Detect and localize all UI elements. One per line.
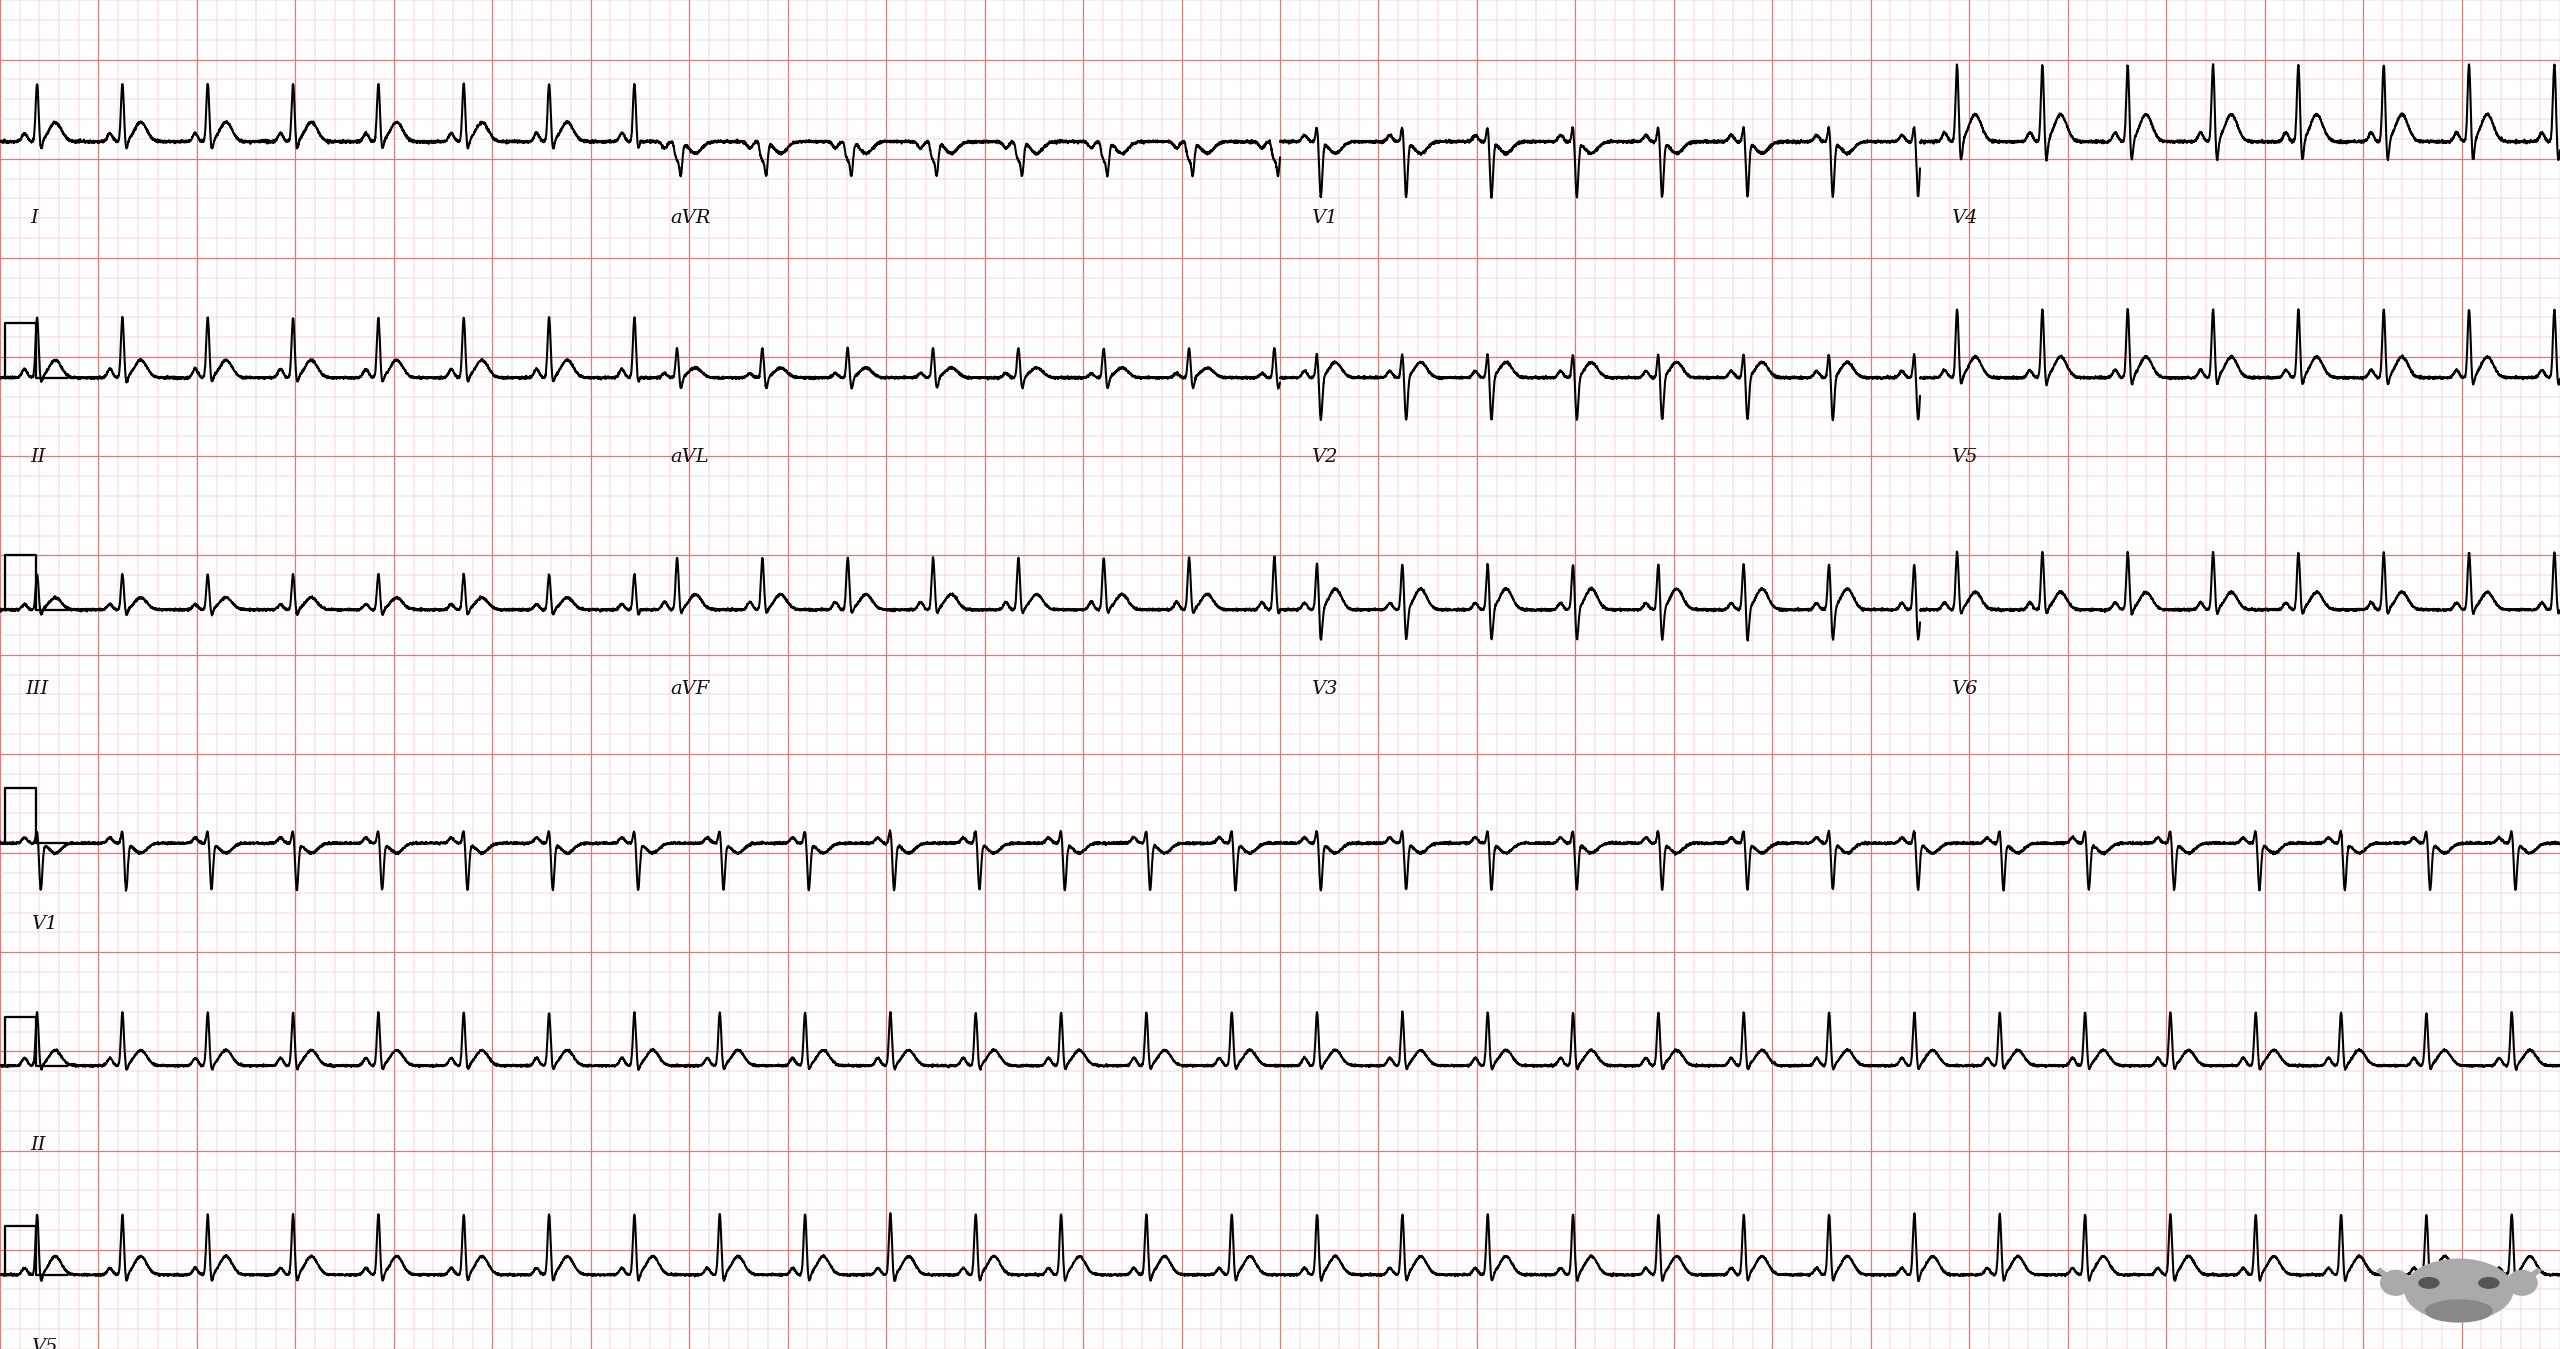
Text: I: I xyxy=(31,209,38,227)
Text: III: III xyxy=(26,680,49,697)
Text: V1: V1 xyxy=(1311,209,1336,227)
Circle shape xyxy=(2478,1278,2499,1288)
Text: V1: V1 xyxy=(31,915,56,932)
Ellipse shape xyxy=(2404,1259,2514,1321)
Text: V5: V5 xyxy=(1951,448,1976,465)
Text: V2: V2 xyxy=(1311,448,1336,465)
Ellipse shape xyxy=(2427,1300,2493,1322)
Text: V5: V5 xyxy=(31,1338,56,1349)
Text: V6: V6 xyxy=(1951,680,1976,697)
Text: II: II xyxy=(31,1136,46,1153)
Circle shape xyxy=(2419,1278,2440,1288)
Ellipse shape xyxy=(2381,1271,2412,1295)
Text: aVL: aVL xyxy=(671,448,709,465)
Text: II: II xyxy=(31,448,46,465)
Text: V3: V3 xyxy=(1311,680,1336,697)
Text: V4: V4 xyxy=(1951,209,1976,227)
Text: aVF: aVF xyxy=(671,680,709,697)
Ellipse shape xyxy=(2506,1271,2537,1295)
Text: aVR: aVR xyxy=(671,209,712,227)
